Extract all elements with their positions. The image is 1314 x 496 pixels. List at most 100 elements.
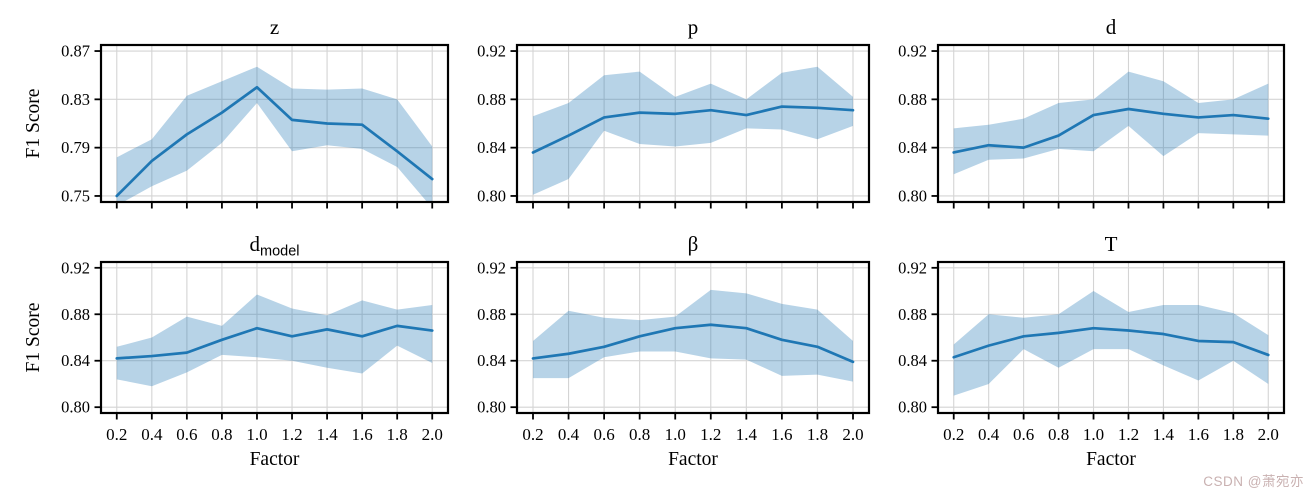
y-axis-label: F1 Score [23,89,44,159]
y-tick-labels: 0.80 0.84 0.88 0.92 [898,42,927,206]
x-tick-label: 0.2 [943,425,964,444]
subplot-title: d [1106,15,1117,39]
y-tick-label: 0.80 [898,398,927,417]
subplot-T: 0.80 0.84 0.88 0.92 0.2 0.4 0.6 0.8 1.0 1.2 1.4 1.6… [898,232,1286,470]
y-tick-label: 0.88 [61,305,90,324]
x-tick-label: 2.0 [422,425,443,444]
confidence-band [953,71,1269,175]
y-tick-label: 0.87 [61,42,90,61]
x-tick-label: 1.4 [736,425,758,444]
subplot-title: T [1105,232,1118,256]
y-tick-label: 0.75 [61,186,90,205]
y-tick-label: 0.92 [898,42,927,61]
subplot-title-subscript: model [260,244,300,260]
x-tick-label: 0.8 [629,425,650,444]
x-axis-label: Factor [1086,449,1136,470]
confidence-band [116,294,433,387]
x-axis-label: Factor [668,449,718,470]
mean-line [115,324,434,360]
x-tick-label: 0.4 [141,425,163,444]
confidence-band [533,66,853,195]
axis-ticks [931,50,1270,209]
axis-ticks [94,50,434,209]
axis-ticks [931,266,1270,420]
mean-line [115,85,434,198]
axes-frame [515,260,871,415]
mean-line [531,105,855,154]
x-tick-label: 0.6 [1013,425,1034,444]
subplot-p: 0.80 0.84 0.88 0.92 p [477,15,871,209]
y-tick-label: 0.80 [61,398,90,417]
x-tick-label: 1.2 [700,425,721,444]
y-tick-label: 0.84 [477,138,506,157]
x-tick-label: 0.8 [1048,425,1069,444]
watermark: CSDN @萧宛亦 [1203,474,1304,489]
x-tick-label: 1.2 [1118,425,1139,444]
x-tick-label: 0.2 [106,425,127,444]
y-tick-label: 0.83 [61,90,90,109]
x-tick-labels: 0.2 0.4 0.6 0.8 1.0 1.2 1.4 1.6 1.8 2.0 [943,425,1279,444]
y-tick-label: 0.92 [477,258,506,277]
gridlines [101,262,448,413]
y-tick-label: 0.84 [477,351,506,370]
x-tick-label: 2.0 [1258,425,1279,444]
subplot-d: 0.80 0.84 0.88 0.92 d [898,15,1286,209]
y-tick-label: 0.84 [898,138,927,157]
y-tick-labels: 0.75 0.79 0.83 0.87 [61,42,90,206]
x-tick-label: 0.8 [211,425,232,444]
y-tick-labels: 0.80 0.84 0.88 0.92 [477,258,506,416]
gridlines [938,262,1284,413]
x-tick-label: 1.8 [1223,425,1244,444]
subplot-beta: 0.80 0.84 0.88 0.92 0.2 0.4 0.6 0.8 1.0 1.2 1.4 1.6… [477,232,871,470]
y-tick-labels: 0.80 0.84 0.88 0.92 [898,258,927,416]
y-tick-label: 0.84 [61,351,90,370]
y-axis-label: F1 Score [23,303,44,373]
axes-frame [936,260,1286,415]
x-tick-label: 0.2 [522,425,543,444]
y-tick-label: 0.79 [61,138,90,157]
x-tick-labels: 0.2 0.4 0.6 0.8 1.0 1.2 1.4 1.6 1.8 2.0 [522,425,863,444]
y-tick-label: 0.88 [898,305,927,324]
x-tick-label: 0.4 [558,425,580,444]
y-tick-label: 0.84 [898,351,927,370]
axes-frame [515,43,871,204]
axes-frame [99,43,450,204]
confidence-band [116,66,433,202]
gridlines [517,262,869,413]
subplot-title: z [270,15,279,39]
y-tick-labels: 0.80 0.84 0.88 0.92 [477,42,506,206]
subplot-d_model: 0.80 0.84 0.88 0.92 0.2 0.4 0.6 0.8 1.0 1.2 1.4 1.6… [23,232,450,470]
mean-line [531,323,855,364]
y-tick-label: 0.92 [477,42,506,61]
x-tick-label: 0.6 [593,425,614,444]
subplot-title: β [688,232,699,256]
x-tick-label: 1.2 [281,425,302,444]
y-tick-label: 0.92 [61,258,90,277]
y-tick-label: 0.80 [898,186,927,205]
x-tick-label: 0.6 [176,425,197,444]
y-tick-label: 0.88 [898,90,927,109]
confidence-band [533,289,853,382]
y-tick-label: 0.88 [477,305,506,324]
axes-frame [936,43,1286,204]
subplot-z: 0.75 0.79 0.83 0.87 z F1 Score [23,15,450,209]
x-tick-label: 1.6 [771,425,792,444]
gridlines [938,45,1284,202]
gridlines [101,45,448,202]
y-tick-label: 0.88 [477,90,506,109]
mean-line [952,107,1270,154]
x-tick-label: 1.4 [1153,425,1175,444]
x-tick-label: 1.4 [316,425,338,444]
x-tick-label: 1.8 [807,425,828,444]
subplot-title: p [688,15,699,39]
subplot-title: dmodel [250,232,300,260]
axis-ticks [510,50,854,209]
gridlines [517,45,869,202]
x-tick-label: 2.0 [842,425,863,444]
x-tick-label: 1.0 [665,425,686,444]
y-tick-label: 0.80 [477,186,506,205]
x-tick-label: 1.6 [1188,425,1209,444]
axis-ticks [510,266,854,420]
